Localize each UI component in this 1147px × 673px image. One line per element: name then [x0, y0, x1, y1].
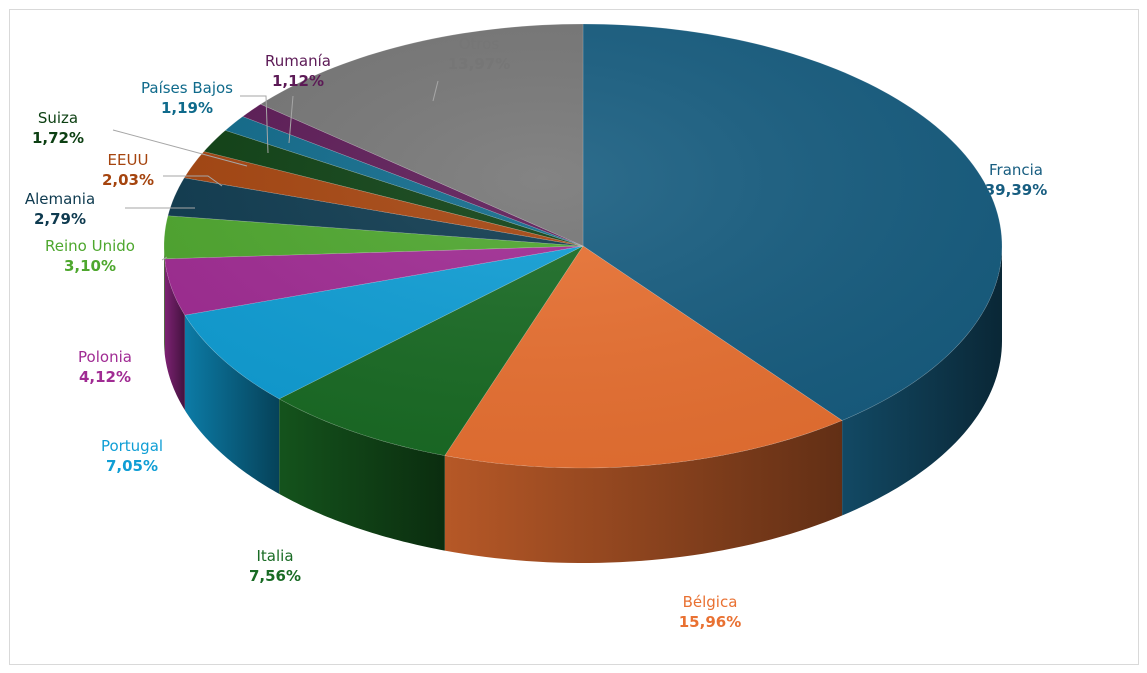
data-label-value: 15,96% [679, 613, 741, 631]
chart-frame: Francia 39,39% Bélgica 15,96% Italia 7,56% Por… [9, 9, 1139, 665]
data-label-name: Suiza [38, 109, 78, 127]
pie-side-portugal [184, 315, 280, 494]
data-label-value: 39,39% [985, 181, 1047, 199]
data-label-name: Otros [459, 35, 500, 53]
data-label-eeuu: EEUU 2,03% [102, 151, 154, 189]
data-label-value: 7,56% [249, 567, 301, 585]
data-label-suiza: Suiza 1,72% [32, 109, 84, 147]
data-label-value: 1,72% [32, 129, 84, 147]
pie-side-italia [279, 398, 445, 551]
pie-top-faces [163, 23, 1003, 469]
pie-side-reino-unido [164, 246, 165, 354]
leader-line-suiza [112, 129, 248, 167]
data-label-name: Alemania [25, 190, 95, 208]
pie-side-walls [164, 246, 1002, 563]
data-label-reino-unido: Reino Unido 3,10% [45, 237, 135, 275]
leader-line-otros [432, 80, 439, 102]
data-label-value: 13,97% [448, 55, 510, 73]
pie-chart: Francia 39,39% Bélgica 15,96% Italia 7,56% Por… [25, 23, 1047, 631]
data-label-name: Rumanía [265, 52, 331, 70]
data-label-países-bajos: Países Bajos 1,19% [141, 79, 233, 117]
data-label-italia: Italia 7,56% [249, 547, 301, 585]
data-label-value: 2,79% [34, 210, 86, 228]
leader-line-rumanía [288, 95, 294, 144]
pie-side-polonia [164, 258, 185, 411]
pie-top-highlight [164, 24, 1002, 468]
leader-line-reino-unido [161, 256, 168, 261]
data-label-francia: Francia 39,39% [985, 161, 1047, 199]
data-label-name: Bélgica [683, 593, 738, 611]
pie-side-francia [842, 246, 1002, 516]
data-label-name: Polonia [78, 348, 132, 366]
data-label-name: Portugal [101, 437, 163, 455]
leader-line-países-bajos [240, 95, 269, 154]
data-label-bélgica: Bélgica 15,96% [679, 593, 741, 631]
data-label-value: 7,05% [106, 457, 158, 475]
data-label-value: 4,12% [79, 368, 131, 386]
data-label-otros: Otros 13,97% [448, 35, 510, 73]
data-label-name: Francia [989, 161, 1043, 179]
data-label-value: 2,03% [102, 171, 154, 189]
data-label-name: EEUU [108, 151, 149, 169]
pie-side-bélgica [444, 420, 843, 563]
data-label-polonia: Polonia 4,12% [78, 348, 132, 386]
leader-line-eeuu [163, 175, 223, 187]
data-label-name: Reino Unido [45, 237, 135, 255]
pie-data-labels: Francia 39,39% Bélgica 15,96% Italia 7,56% Por… [25, 35, 1047, 631]
data-label-portugal: Portugal 7,05% [101, 437, 163, 475]
data-label-name: Italia [256, 547, 293, 565]
data-label-rumanía: Rumanía 1,12% [265, 52, 331, 90]
data-label-alemania: Alemania 2,79% [25, 190, 95, 228]
data-label-name: Países Bajos [141, 79, 233, 97]
data-label-value: 1,19% [161, 99, 213, 117]
data-label-value: 1,12% [272, 72, 324, 90]
data-label-value: 3,10% [64, 257, 116, 275]
